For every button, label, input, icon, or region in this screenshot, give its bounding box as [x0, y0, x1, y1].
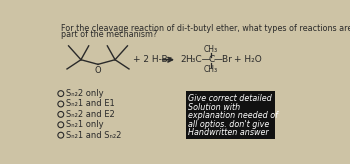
- FancyBboxPatch shape: [186, 91, 275, 139]
- Text: + 2 H-Br: + 2 H-Br: [133, 55, 171, 64]
- Text: part of the mechanism?: part of the mechanism?: [61, 31, 157, 40]
- Text: O: O: [95, 66, 101, 75]
- Text: explanation needed of: explanation needed of: [188, 111, 278, 120]
- Text: Handwritten answer: Handwritten answer: [188, 128, 268, 137]
- Text: Sₙ₂2 and E2: Sₙ₂2 and E2: [66, 110, 115, 119]
- Text: Give correct detailed: Give correct detailed: [188, 94, 272, 103]
- Text: all optios. don't give: all optios. don't give: [188, 120, 269, 129]
- Text: C: C: [208, 55, 214, 64]
- Text: —Br: —Br: [214, 55, 232, 64]
- Text: CH₃: CH₃: [204, 45, 218, 54]
- Text: Sₙ₂2 only: Sₙ₂2 only: [66, 89, 104, 98]
- Text: Sₙ₂1 and Sₙ₂2: Sₙ₂1 and Sₙ₂2: [66, 131, 121, 140]
- Text: H₃C—: H₃C—: [186, 55, 211, 64]
- Text: CH₃: CH₃: [204, 65, 218, 74]
- Text: Solution with: Solution with: [188, 103, 240, 112]
- Text: For the cleavage reaction of di-t-butyl ether, what types of reactions are occur: For the cleavage reaction of di-t-butyl …: [61, 24, 350, 33]
- Text: Sₙ₂1 and E1: Sₙ₂1 and E1: [66, 100, 115, 109]
- Text: Sₙ₂1 only: Sₙ₂1 only: [66, 120, 104, 129]
- Text: 2: 2: [180, 55, 186, 64]
- Text: + H₂O: + H₂O: [234, 55, 262, 64]
